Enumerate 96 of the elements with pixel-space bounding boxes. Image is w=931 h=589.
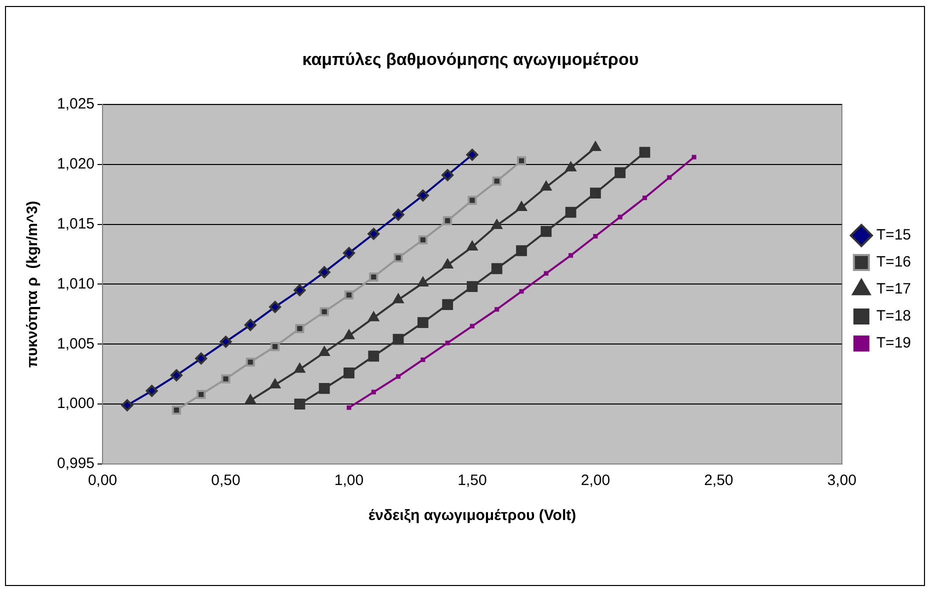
point [466,240,478,251]
x-tick-label: 1,00 [334,472,364,490]
point [392,208,404,221]
point [416,190,429,202]
point [639,146,650,158]
point [220,336,232,348]
point [420,357,426,362]
point [172,406,182,415]
y-tick-label: 1,015 [56,215,95,232]
point [371,390,376,394]
point [565,161,576,172]
point [642,196,647,200]
point [466,281,478,292]
x-tick-label: 0,50 [211,472,240,490]
point [445,340,450,346]
point [470,324,474,328]
legend-label: T=19 [876,334,911,352]
point [394,253,403,262]
point [369,272,378,282]
point [491,263,502,274]
point [221,374,230,384]
x-tick-label: 2,50 [704,472,734,490]
point [468,196,477,205]
x-tick-label: 1,50 [458,472,487,490]
y-tick-label: 1,000 [56,395,95,412]
point [590,141,602,152]
y-tick-label: 1,005 [56,335,95,352]
point [442,258,454,269]
point [590,188,601,199]
point [418,235,428,244]
point [246,358,255,367]
point [442,169,454,182]
point [494,307,500,312]
chart-title: καμπύλες βαθμονόμησης αγωγιμομέτρου [302,50,639,69]
point [516,156,526,166]
legend-label: T=18 [876,308,911,325]
point [318,383,330,394]
point [244,318,256,331]
point [519,289,524,294]
point [368,311,380,322]
point [269,378,281,388]
point [568,253,574,258]
point [294,284,306,296]
legend-label: T=16 [876,254,911,271]
point [565,206,576,218]
point [318,266,330,278]
y-tick-label: 1,010 [56,275,95,292]
point [344,290,354,300]
point [692,154,696,160]
point [392,334,404,345]
point [294,362,306,373]
point [343,329,355,340]
point [346,405,352,410]
point [320,307,329,316]
point [270,342,280,352]
legend-label: T=15 [876,226,911,244]
point [344,367,354,378]
point [146,384,158,397]
x-tick-label: 0,00 [88,472,118,490]
point [196,390,206,400]
point [491,218,503,229]
point [392,293,404,304]
y-tick-label: 0,995 [56,455,95,472]
y-axis-title: πυκνότητα ρ (kgr/m^3) [24,200,42,368]
point [516,245,527,256]
point [492,176,502,186]
point [540,226,552,237]
point [195,352,208,365]
point [540,180,552,191]
point [396,374,401,379]
y-tick-label: 1,020 [56,155,95,172]
point [342,247,355,260]
point [593,234,598,239]
point [442,299,454,310]
point [294,398,306,410]
point [295,324,304,334]
point [618,214,622,220]
x-tick-label: 3,00 [827,472,856,490]
point [544,271,548,276]
point [614,167,626,178]
x-axis-title: ένδειξη αγωγιμομέτρου (Volt) [368,507,576,524]
point [170,369,182,382]
point [318,346,330,356]
point [121,399,134,412]
point [368,228,380,240]
y-tick-label: 1,025 [56,96,95,113]
point [516,200,528,211]
point [417,276,429,286]
point [443,216,452,226]
x-tick-label: 2,00 [580,472,610,490]
point [667,175,672,180]
legend-label: T=17 [876,280,911,298]
point [417,317,428,328]
point [269,300,282,313]
point [368,350,380,362]
point [466,148,478,161]
